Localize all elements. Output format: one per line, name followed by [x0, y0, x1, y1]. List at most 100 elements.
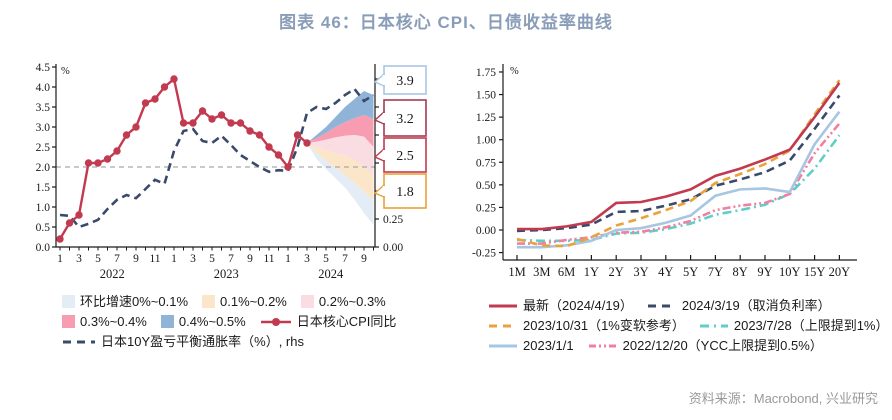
legend-item-2023-07-28: 2023/7/28（上限提到1%） — [699, 318, 889, 333]
svg-text:-0.25: -0.25 — [472, 248, 496, 260]
svg-text:2Y: 2Y — [609, 265, 624, 279]
legend-label: 0.2%~0.3% — [318, 294, 386, 309]
svg-text:1M: 1M — [508, 265, 525, 279]
cpi-fan-chart: 0.00.51.01.52.02.53.03.54.04.5 %1 3 5 7 9 11 1 3… — [36, 62, 427, 281]
yield-curve-legend: 最新（2024/4/19） 2024/3/19（取消负利率） 2023/10/3… — [488, 299, 892, 352]
svg-text:9: 9 — [133, 253, 139, 265]
latest-line-marker-icon — [489, 304, 517, 307]
svg-text:3.5: 3.5 — [36, 102, 51, 114]
svg-text:0.25: 0.25 — [476, 202, 496, 214]
svg-text:3M: 3M — [533, 265, 550, 279]
svg-text:3: 3 — [190, 253, 196, 265]
svg-text:6M: 6M — [558, 265, 575, 279]
svg-text:4.5: 4.5 — [36, 62, 51, 74]
legend-item-2023-01-01: 2023/1/1 — [488, 339, 574, 352]
svg-text:11: 11 — [263, 253, 274, 265]
svg-text:0.50: 0.50 — [476, 180, 496, 192]
breakeven-line-marker-icon — [63, 340, 95, 343]
curve-2023-01-01-marker-icon — [489, 344, 517, 347]
svg-text:8Y: 8Y — [733, 265, 748, 279]
legend-label: 最新（2024/4/19） — [523, 298, 633, 313]
legend-item-band-02-03: 0.2%~0.3% — [300, 294, 386, 309]
band-03-04-swatch-icon — [62, 315, 75, 328]
cpi-chart-panel: 0.0 0.5 1.0 1.5 2.0 2.5 3.0 3.5 4.0 4.5% 1 3 5 7 9 11 1 3… — [28, 50, 440, 355]
svg-text:1.00: 1.00 — [476, 135, 496, 147]
svg-text:7: 7 — [228, 253, 234, 265]
cpi-line-marker-icon — [260, 317, 291, 326]
band-0-01-swatch-icon — [62, 295, 75, 308]
legend-item-latest: 最新（2024/4/19） — [488, 299, 633, 312]
legend-item-2022-12-20: 2022/12/20（YCC上限提到0.5%） — [588, 339, 823, 352]
legend-label: 0.3%~0.4% — [80, 314, 147, 329]
legend-label: 0.4%~0.5% — [178, 314, 246, 329]
legend-item-band-01-02: 0.1%~0.2% — [202, 295, 287, 308]
svg-text:9Y: 9Y — [757, 265, 772, 279]
legend-label: 0.1%~0.2% — [220, 294, 287, 309]
legend-item-band-0-01: 环比增速0%~0.1% — [62, 295, 188, 308]
page-title: 图表 46：日本核心 CPI、日债收益率曲线 — [279, 13, 613, 32]
svg-text:2024: 2024 — [318, 267, 344, 281]
curve-2023-07-28-marker-icon — [699, 324, 728, 327]
band-04-05-swatch-icon — [160, 315, 174, 328]
svg-text:3.9: 3.9 — [396, 74, 414, 89]
svg-text:1: 1 — [171, 253, 177, 265]
svg-text:1: 1 — [57, 253, 63, 265]
legend-label: 2022/12/20（YCC上限提到0.5%） — [622, 338, 823, 353]
svg-text:3: 3 — [76, 253, 82, 265]
svg-text:0.00: 0.00 — [383, 242, 403, 254]
svg-text:10Y: 10Y — [779, 265, 801, 279]
legend-item-breakeven-line: 日本10Y盈亏平衡通胀率（%）, rhs — [62, 335, 304, 348]
svg-text:4.0: 4.0 — [36, 82, 51, 94]
legend-label: 2024/3/19（取消负利率） — [681, 298, 831, 313]
svg-text:3.2: 3.2 — [396, 112, 414, 127]
svg-text:0.00: 0.00 — [476, 225, 496, 237]
svg-text:1.5: 1.5 — [36, 182, 51, 194]
svg-text:9: 9 — [361, 253, 367, 265]
curve-2024-03-19-marker-icon — [647, 304, 676, 307]
cpi-chart-legend: 环比增速0%~0.1% 0.1%~0.2% 0.2%~0.3% 0.3%~0.4… — [62, 295, 440, 348]
svg-text:1.50: 1.50 — [476, 90, 496, 102]
legend-label: 2023/10/31（1%变软参考） — [523, 318, 685, 333]
legend-label: 日本10Y盈亏平衡通胀率（%）, rhs — [101, 334, 304, 349]
svg-text:3: 3 — [304, 253, 310, 265]
svg-text:0.5: 0.5 — [36, 222, 51, 234]
svg-text:1Y: 1Y — [584, 265, 599, 279]
svg-text:3Y: 3Y — [633, 265, 648, 279]
curve-2022-12-20-marker-icon — [588, 344, 617, 347]
legend-label: 2023/7/28（上限提到1%） — [733, 318, 889, 333]
legend-label: 2023/1/1 — [523, 338, 574, 353]
svg-text:0.0: 0.0 — [36, 242, 51, 254]
legend-item-cpi-line: 日本核心CPI同比 — [260, 314, 397, 329]
yield-curve-chart: -0.25 0.00 0.25 0.50 0.75 1.00 1.25 1.50 1.75 % 1M… — [472, 64, 857, 279]
legend-item-band-04-05: 0.4%~0.5% — [160, 314, 246, 329]
svg-text:2023: 2023 — [214, 267, 239, 281]
svg-text:7: 7 — [114, 253, 120, 265]
legend-label: 环比增速0%~0.1% — [80, 294, 189, 309]
svg-text:3.0: 3.0 — [36, 122, 51, 134]
legend-item-band-03-04: 0.3%~0.4% — [62, 315, 147, 328]
band-01-02-swatch-icon — [202, 295, 216, 308]
source-note: 资料来源：Macrobond, 兴业研究 — [688, 391, 878, 406]
svg-text:1.25: 1.25 — [476, 112, 496, 124]
svg-text:11: 11 — [149, 253, 160, 265]
svg-text:%: % — [510, 66, 519, 77]
svg-text:1.0: 1.0 — [36, 202, 51, 214]
band-02-03-swatch-icon — [300, 295, 314, 308]
svg-text:20Y: 20Y — [829, 265, 851, 279]
svg-text:5: 5 — [209, 253, 215, 265]
svg-text:7: 7 — [342, 253, 348, 265]
svg-text:0.25: 0.25 — [383, 214, 403, 226]
svg-text:15Y: 15Y — [804, 265, 826, 279]
svg-text:%: % — [61, 66, 70, 77]
svg-text:5Y: 5Y — [683, 265, 698, 279]
svg-text:9: 9 — [247, 253, 253, 265]
curve-2023-10-31-marker-icon — [489, 324, 517, 327]
svg-text:5: 5 — [95, 253, 101, 265]
svg-text:1.75: 1.75 — [476, 67, 496, 79]
legend-label: 日本核心CPI同比 — [296, 314, 397, 329]
legend-item-2024-03-19: 2024/3/19（取消负利率） — [647, 299, 831, 312]
svg-text:1.8: 1.8 — [396, 185, 414, 200]
svg-text:2.5: 2.5 — [396, 149, 414, 164]
svg-text:2.5: 2.5 — [36, 142, 51, 154]
svg-text:2.0: 2.0 — [36, 162, 51, 174]
